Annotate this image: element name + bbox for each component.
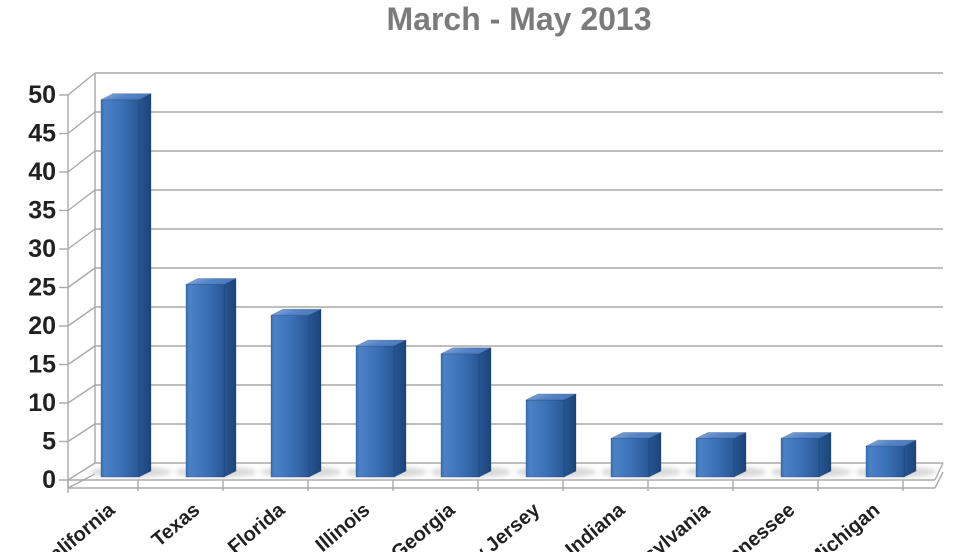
x-axis-category-label: New Jersey [446, 498, 545, 552]
bar-front-face [270, 314, 310, 478]
bar-side-face [308, 308, 322, 478]
y-axis-tick-label: 20 [28, 312, 56, 340]
bar-indiana [610, 431, 662, 478]
bar-front-face [100, 99, 140, 478]
bar-front-face [865, 445, 905, 478]
x-axis-category-label: California [34, 498, 119, 552]
bar-side-face [393, 339, 407, 478]
bar-top-face [865, 439, 917, 447]
x-axis-labels: California Texas Florida Illinois GeorgiaNew… [34, 498, 884, 552]
bar-side-face [223, 277, 237, 478]
gridline-connector [67, 150, 96, 173]
gridline-connector [67, 462, 96, 481]
bar-front-face [525, 399, 565, 478]
bar-top-face [695, 432, 747, 439]
gridline-connector [67, 189, 96, 212]
bar-front-face [610, 438, 650, 478]
floor-slab-right-edge [934, 471, 944, 489]
gridline-connector [67, 384, 96, 404]
bar-top-face [610, 432, 662, 439]
bar-georgia [440, 347, 492, 478]
bar-top-face [100, 93, 152, 101]
bar-front-face [185, 284, 225, 478]
x-axis-category-label: Georgia [387, 498, 460, 552]
gridline-connector [67, 267, 96, 289]
bar-front-face [355, 345, 395, 478]
y-axis-tick-label: 15 [28, 351, 56, 379]
bar-top-face [355, 339, 407, 347]
bar-side-face [648, 431, 662, 478]
bar-top-face [525, 393, 577, 401]
plot-3d-frame: 0 5 10 15 20 25 30 35 40 45 50 [28, 72, 944, 494]
gridline-connector [67, 72, 96, 96]
bar-side-face [818, 431, 832, 478]
y-axis-tick-label: 45 [28, 120, 56, 148]
y-axis-tick-label: 40 [28, 158, 56, 186]
bar-front-face [695, 438, 735, 478]
bar-top-face [185, 278, 237, 285]
gridline-connector [67, 111, 96, 135]
x-axis-category-label: Florida [224, 498, 290, 552]
bars [100, 93, 917, 478]
y-axis-tick-label: 35 [28, 197, 56, 225]
gridline-connector [67, 345, 96, 366]
bar-side-face [138, 93, 152, 478]
bar-texas [185, 277, 237, 478]
bar-michigan [865, 439, 917, 478]
bar-florida [270, 308, 322, 478]
bar-side-face [478, 347, 492, 478]
chart-title: March - May 2013 [386, 1, 652, 37]
bar-tennessee [780, 431, 832, 478]
bar-illinois [355, 339, 407, 478]
y-axis-tick-label: 25 [28, 274, 56, 302]
bar-front-face [440, 353, 480, 478]
bar-california [100, 93, 152, 478]
bar-side-face [563, 393, 577, 478]
bar-new-jersey [525, 393, 577, 478]
bar-pennsylvania [695, 431, 747, 478]
bar-top-face [270, 308, 322, 316]
floor-right-edge [934, 462, 944, 481]
y-axis-tick-label: 30 [28, 235, 56, 263]
left-wall [68, 73, 95, 480]
floor-slab-left-edge [67, 473, 96, 489]
bar-front-face [780, 438, 820, 478]
x-axis-category-label: Michigan [804, 499, 885, 552]
x-axis-category-label: Indiana [561, 498, 629, 552]
gridline-connector [67, 423, 96, 443]
y-axis-tick-label: 0 [42, 466, 56, 494]
y-axis-tick-label: 50 [28, 81, 56, 109]
y-axis-tick-label: 5 [42, 428, 56, 456]
x-axis-category-label: Tennessee [707, 499, 799, 552]
gridline-connector [67, 228, 96, 250]
y-axis-tick-label: 10 [28, 389, 56, 417]
bar-top-face [440, 347, 492, 355]
gridline-connector [67, 306, 96, 327]
bar-top-face [780, 432, 832, 439]
x-axis-category-label: Texas [148, 499, 204, 551]
bar-side-face [733, 431, 747, 478]
x-axis-category-label: Illinois [312, 499, 375, 552]
